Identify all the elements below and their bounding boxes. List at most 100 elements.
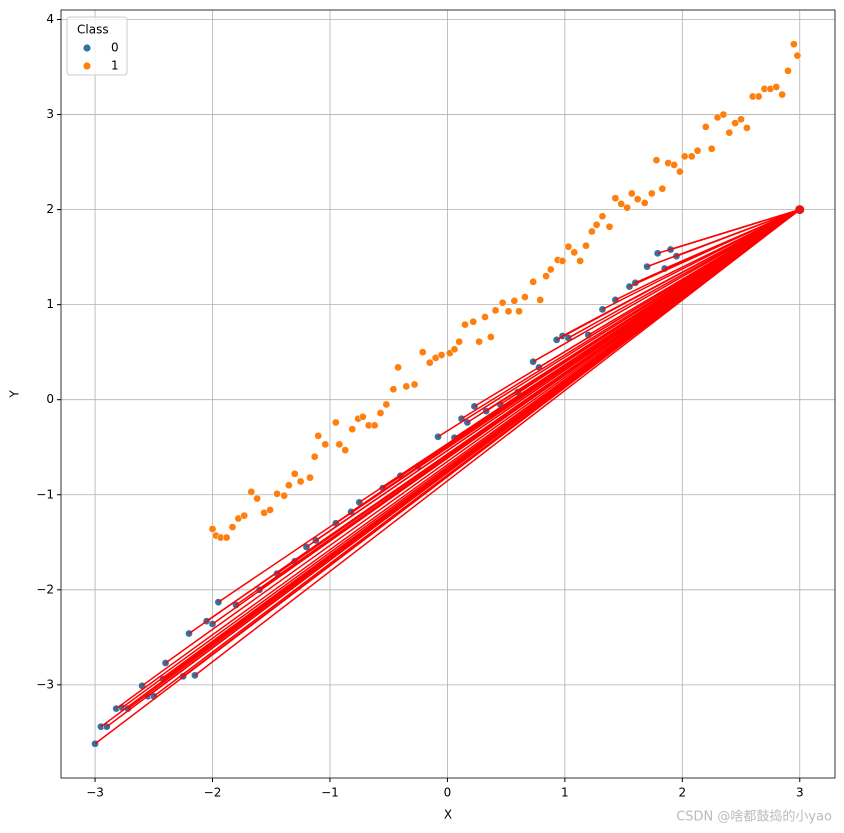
point [376,409,385,417]
point [676,167,684,176]
point [687,152,696,161]
point [296,477,305,486]
point [450,345,459,354]
legend-label: 0 [111,41,119,55]
point [784,66,792,75]
point [290,469,299,478]
x-tick-label: −3 [86,786,104,800]
y-tick-label: −3 [36,677,54,691]
connector-line [562,208,801,337]
connector-line [676,208,801,257]
point [410,380,419,389]
point [358,412,367,421]
point [481,313,489,321]
point [331,418,340,427]
point [778,90,786,99]
point [754,92,763,101]
point [402,382,411,391]
connector-line [194,209,801,676]
point [536,296,545,304]
legend-marker [83,62,91,70]
x-axis-label: X [444,808,452,822]
connector-line [568,208,801,339]
point [647,189,656,198]
connector-line [670,208,800,251]
point [394,363,402,372]
point [790,40,798,49]
point [743,124,751,132]
point [461,320,469,329]
x-tick-label: 3 [796,786,804,800]
point [341,446,350,454]
point [247,488,256,496]
point [576,257,584,265]
point [335,440,344,449]
point [389,385,398,394]
point [546,265,555,274]
connector-line [587,208,801,336]
point [701,123,710,131]
point [521,293,529,301]
point [793,51,802,60]
connector-line [294,208,801,562]
point [670,161,678,169]
point [617,200,626,208]
point [314,431,323,440]
point [731,119,740,127]
connector-line [165,208,801,664]
connector-line [162,209,801,680]
point [611,194,620,203]
y-tick-label: 4 [46,12,54,26]
point [510,297,519,305]
point [273,489,281,498]
point [719,110,728,119]
x-tick-label: 0 [444,786,452,800]
point [348,425,357,434]
x-tick-label: −2 [204,786,222,800]
y-tick-label: −1 [36,487,54,501]
point [598,212,607,221]
point [370,421,379,430]
connector-line [615,208,801,301]
point [693,146,702,155]
y-tick-label: 2 [46,202,54,216]
connector-line [664,208,801,270]
point [627,189,636,198]
point [707,144,716,153]
point [542,272,550,280]
point [475,337,483,346]
y-tick-label: 1 [46,297,54,311]
point [222,533,231,542]
point [425,358,434,367]
point [280,491,289,500]
point [253,494,261,503]
point [240,511,249,520]
point [623,203,631,212]
point [592,220,601,229]
point [208,525,217,533]
watermark: CSDN @啥都鼓捣的小yao [676,809,832,825]
point [498,298,507,307]
point [529,277,538,286]
point [570,248,579,257]
point [558,257,567,265]
legend-box [66,16,128,76]
point [680,152,689,161]
point [306,473,314,482]
y-axis-label: Y [8,390,22,399]
point [321,440,330,449]
point [658,184,667,193]
connector-line [517,208,801,393]
y-tick-label: 3 [46,107,54,121]
x-tick-label: −1 [321,786,339,800]
point [455,337,464,346]
point [652,156,661,165]
y-tick-label: 0 [46,392,54,406]
point [640,199,649,207]
y-tick-label: −2 [36,582,54,596]
point [382,400,391,409]
point [487,333,495,341]
point [564,242,573,251]
target-point [795,205,805,215]
point [605,222,614,231]
